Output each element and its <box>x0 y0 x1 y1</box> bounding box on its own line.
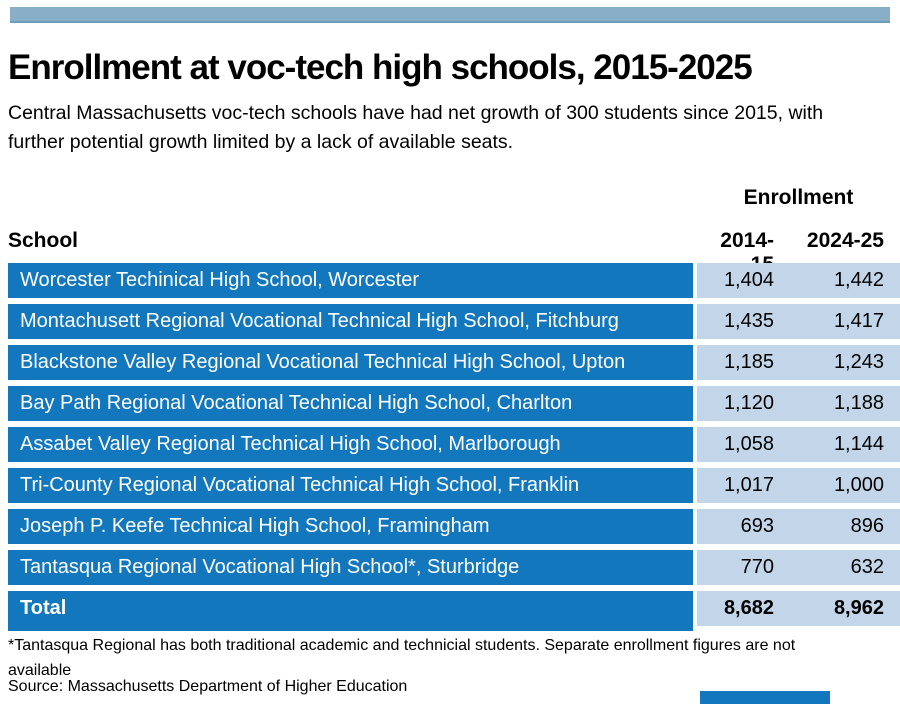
source-line: Source: Massachusetts Department of High… <box>8 678 408 695</box>
column-header-school: School <box>8 229 79 252</box>
table-row: Tantasqua Regional Vocational High Schoo… <box>8 550 900 585</box>
enrollment-2014-15-cell: 693 <box>697 509 790 544</box>
school-name-cell: Tri-County Regional Vocational Technical… <box>8 468 693 503</box>
enrollment-2014-15-cell: 8,682 <box>697 591 790 626</box>
table-row: Joseph P. Keefe Technical High School, F… <box>8 509 900 544</box>
enrollment-2014-15-cell: 770 <box>697 550 790 585</box>
column-header-2024-25: 2024-25 <box>806 229 884 252</box>
enrollment-2024-25-cell: 896 <box>790 509 900 544</box>
enrollment-2024-25-cell: 8,962 <box>790 591 900 626</box>
enrollment-2024-25-cell: 1,188 <box>790 386 900 421</box>
enrollment-table-body: Worcester Techinical High School, Worces… <box>8 263 900 632</box>
school-name-cell: Worcester Techinical High School, Worces… <box>8 263 693 298</box>
table-row-total: Total 8,682 8,962 <box>8 591 900 626</box>
enrollment-2024-25-cell: 1,442 <box>790 263 900 298</box>
enrollment-2014-15-cell: 1,017 <box>697 468 790 503</box>
enrollment-2024-25-cell: 1,243 <box>790 345 900 380</box>
table-row: Montachusett Regional Vocational Technic… <box>8 304 900 339</box>
school-name-cell: Total <box>8 591 693 626</box>
table-row: Tri-County Regional Vocational Technical… <box>8 468 900 503</box>
enrollment-2014-15-cell: 1,120 <box>697 386 790 421</box>
enrollment-2024-25-cell: 1,000 <box>790 468 900 503</box>
enrollment-2014-15-cell: 1,058 <box>697 427 790 462</box>
enrollment-2024-25-cell: 1,417 <box>790 304 900 339</box>
school-name-cell: Montachusett Regional Vocational Technic… <box>8 304 693 339</box>
enrollment-2024-25-cell: 1,144 <box>790 427 900 462</box>
school-name-cell: Joseph P. Keefe Technical High School, F… <box>8 509 693 544</box>
school-name-cell: Tantasqua Regional Vocational High Schoo… <box>8 550 693 585</box>
page-title: Enrollment at voc-tech high schools, 201… <box>8 48 753 87</box>
footnote: *Tantasqua Regional has both traditional… <box>8 637 796 679</box>
table-row: Assabet Valley Regional Technical High S… <box>8 427 900 462</box>
enrollment-2014-15-cell: 1,185 <box>697 345 790 380</box>
enrollment-2014-15-cell: 1,435 <box>697 304 790 339</box>
enrollment-2014-15-cell: 1,404 <box>697 263 790 298</box>
column-group-header-enrollment: Enrollment <box>743 186 854 209</box>
school-name-cell: Assabet Valley Regional Technical High S… <box>8 427 693 462</box>
enrollment-2024-25-cell: 632 <box>790 550 900 585</box>
page-subtitle: Central Massachusetts voc-tech schools h… <box>8 102 824 153</box>
top-accent-bar <box>10 7 890 23</box>
school-name-cell: Bay Path Regional Vocational Technical H… <box>8 386 693 421</box>
school-name-cell: Blackstone Valley Regional Vocational Te… <box>8 345 693 380</box>
bottom-accent-bar <box>700 691 830 704</box>
table-row: Blackstone Valley Regional Vocational Te… <box>8 345 900 380</box>
table-row: Worcester Techinical High School, Worces… <box>8 263 900 298</box>
table-row: Bay Path Regional Vocational Technical H… <box>8 386 900 421</box>
